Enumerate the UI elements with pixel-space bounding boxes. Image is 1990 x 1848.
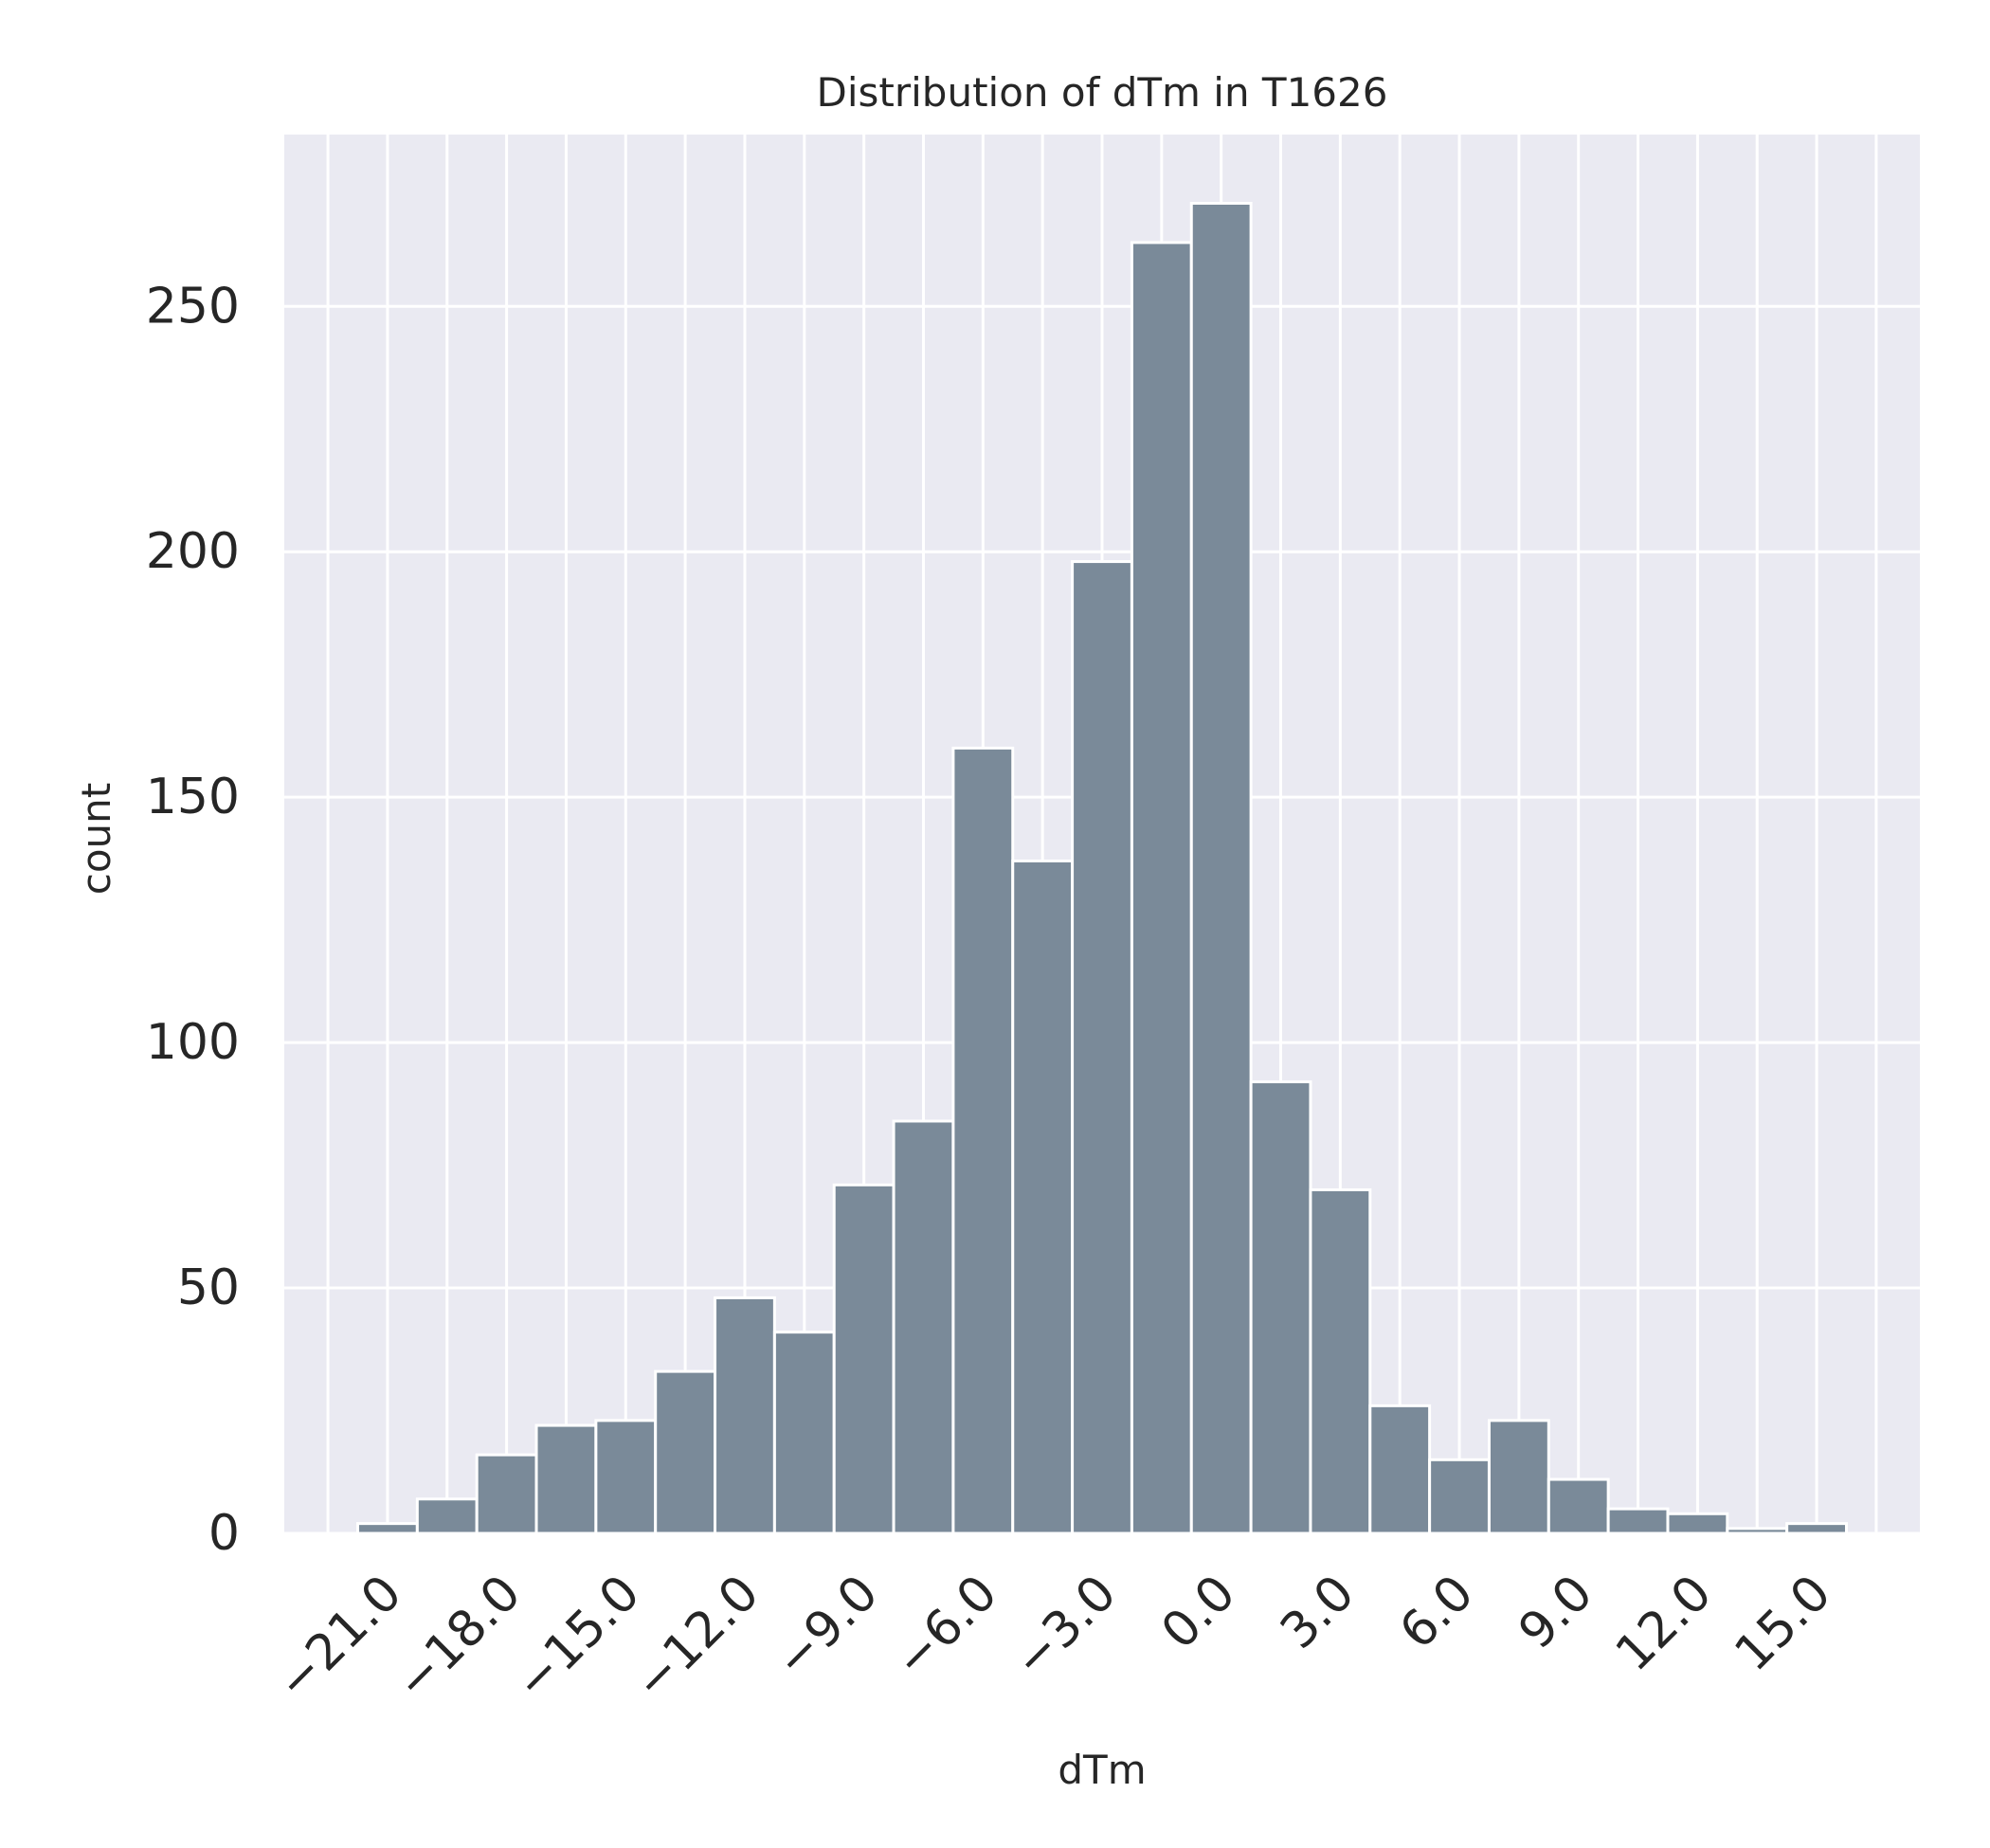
histogram-bar [1130,241,1193,1535]
x-tick-label: 15.0 [1725,1565,1842,1682]
histogram-bar [772,1331,836,1535]
x-tick-label: 3.0 [1270,1565,1366,1660]
x-tick-label: 6.0 [1389,1565,1485,1660]
y-axis-label: count [73,783,119,896]
x-tick-label: −9.0 [765,1565,890,1690]
histogram-bar [534,1423,598,1535]
y-tick-label: 150 [146,769,240,825]
x-tick-label: −3.0 [1003,1565,1128,1690]
plot-area: −21.0−18.0−15.0−12.0−9.0−6.0−3.0 0.0 3.0 6.… [146,135,1920,1712]
x-tick-label: −6.0 [883,1565,1008,1690]
histogram-bar [1785,1522,1848,1535]
y-tick-label: 200 [146,523,240,580]
x-axis-label: dTm [1058,1747,1146,1793]
y-tick-label: 100 [146,1014,240,1071]
histogram-bar [832,1183,896,1535]
histogram-bar [1368,1404,1432,1535]
x-tick-label: 0.0 [1151,1565,1247,1660]
x-tick-label: −15.0 [504,1565,651,1712]
histogram-bar [951,746,1015,1535]
y-tick-label: 50 [177,1259,240,1316]
histogram-bar [1189,202,1253,1535]
x-tick-label: 12.0 [1605,1565,1723,1682]
histogram-bar [892,1119,955,1535]
histogram-bar [714,1295,776,1535]
histogram-bar [1547,1477,1610,1535]
histogram-bar [1726,1527,1789,1535]
histogram-bar [475,1453,538,1535]
histogram-bar [356,1522,419,1535]
x-tick-label: −21.0 [266,1565,413,1712]
histogram-bar [594,1419,658,1535]
histogram-bar [1606,1507,1670,1535]
histogram-bar [415,1497,479,1535]
histogram-bar [1428,1458,1491,1535]
y-tick-label: 250 [146,278,240,335]
chart-title: Distribution of dTm in T1626 [817,69,1388,116]
histogram-bar [1487,1419,1550,1535]
histogram-bar [1309,1187,1372,1535]
histogram-bar [1011,859,1075,1535]
histogram-bar [654,1369,717,1535]
x-tick-label: 9.0 [1509,1565,1604,1660]
x-tick-label: −12.0 [624,1565,770,1712]
histogram-bar [1249,1080,1312,1535]
histogram-bar [1071,560,1133,1535]
y-tick-label: 0 [208,1505,240,1562]
x-tick-label: −18.0 [385,1565,532,1712]
histogram-bar [1666,1512,1729,1535]
